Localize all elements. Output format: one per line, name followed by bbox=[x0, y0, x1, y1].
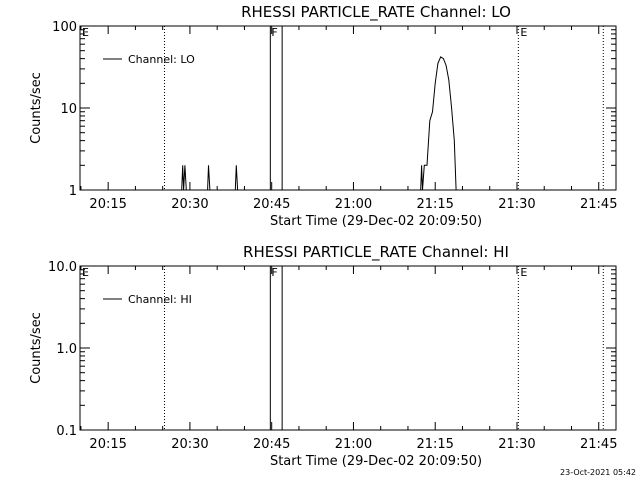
y-tick-label: 10.0 bbox=[48, 260, 77, 275]
y-tick-label: 10 bbox=[60, 102, 77, 117]
x-tick-label: 21:15 bbox=[416, 437, 453, 452]
event-marker-label: E bbox=[82, 26, 89, 39]
x-tick-label: 21:15 bbox=[416, 197, 453, 212]
chart-title: RHESSI PARTICLE_RATE Channel: LO bbox=[241, 3, 511, 22]
x-axis-label: Start Time (29-Dec-02 20:09:50) bbox=[270, 454, 482, 469]
plot-frame bbox=[79, 25, 617, 191]
legend-label: Channel: HI bbox=[128, 293, 192, 306]
chart-panel-hi: RHESSI PARTICLE_RATE Channel: HI Start Ti… bbox=[29, 243, 617, 469]
event-marker-label: E bbox=[520, 26, 527, 39]
x-tick-label: 20:45 bbox=[253, 437, 290, 452]
x-tick-label: 21:30 bbox=[498, 437, 535, 452]
x-tick-label: 20:30 bbox=[171, 197, 208, 212]
plot-timestamp: 23-Oct-2021 05:42 bbox=[560, 468, 636, 477]
event-marker-label: F bbox=[271, 266, 277, 279]
plot-frame bbox=[79, 265, 617, 431]
chart-panel-lo: RHESSI PARTICLE_RATE Channel: LO Start Ti… bbox=[29, 3, 617, 229]
chart-title: RHESSI PARTICLE_RATE Channel: HI bbox=[243, 243, 509, 262]
event-marker-label: F bbox=[271, 26, 277, 39]
x-tick-label: 21:00 bbox=[335, 197, 372, 212]
y-axis-label: Counts/sec bbox=[29, 72, 44, 144]
legend-label: Channel: LO bbox=[128, 53, 195, 66]
y-tick-label: 1.0 bbox=[56, 342, 77, 357]
x-tick-label: 21:45 bbox=[580, 437, 617, 452]
series-line bbox=[181, 56, 457, 191]
x-tick-label: 20:15 bbox=[89, 437, 126, 452]
event-marker-label: E bbox=[520, 266, 527, 279]
y-tick-label: 1 bbox=[69, 184, 77, 199]
x-tick-label: 21:30 bbox=[498, 197, 535, 212]
y-tick-label: 0.1 bbox=[56, 424, 77, 439]
x-tick-label: 21:00 bbox=[335, 437, 372, 452]
x-tick-label: 21:45 bbox=[580, 197, 617, 212]
x-tick-label: 20:30 bbox=[171, 437, 208, 452]
y-axis-label: Counts/sec bbox=[29, 312, 44, 384]
event-marker-label: E bbox=[82, 266, 89, 279]
y-tick-label: 100 bbox=[52, 20, 77, 35]
x-axis-label: Start Time (29-Dec-02 20:09:50) bbox=[270, 214, 482, 229]
x-tick-label: 20:45 bbox=[253, 197, 290, 212]
x-tick-label: 20:15 bbox=[89, 197, 126, 212]
